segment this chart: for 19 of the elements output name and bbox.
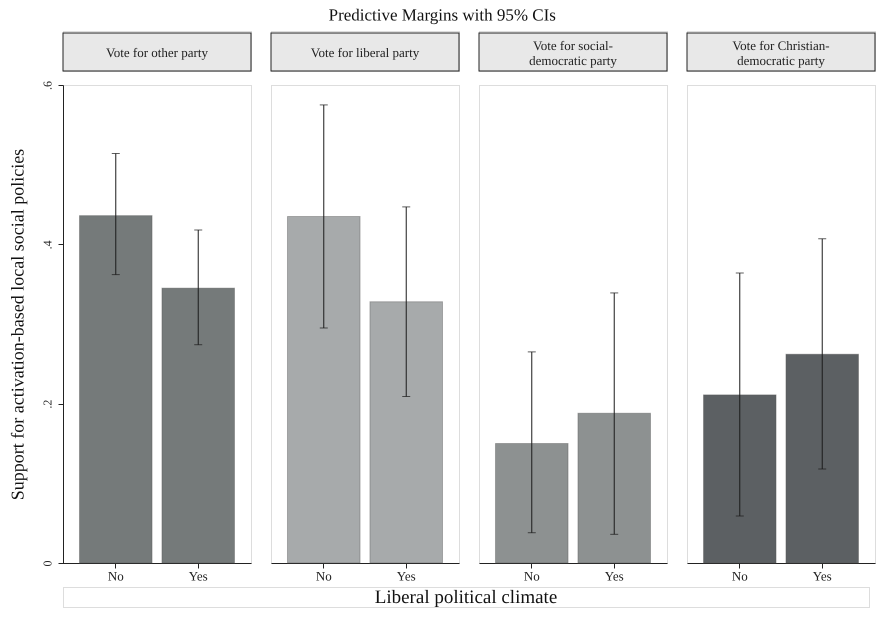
x-tick-label: No — [732, 568, 748, 584]
x-tick-label: No — [316, 568, 332, 584]
x-tick-label: Yes — [188, 568, 208, 584]
y-tick-label: .6 — [40, 81, 54, 90]
chart-title: Vote for liberal party — [310, 45, 420, 60]
y-tick-label: .4 — [40, 240, 54, 250]
text: Predictive Margins with 95% CIs — [328, 6, 556, 24]
chart-title: Vote for Christian-democratic party — [732, 38, 830, 68]
x-tick-label: Yes — [812, 568, 832, 584]
x-tick-label: Yes — [604, 568, 624, 584]
x-tick-label: No — [108, 568, 124, 584]
text: Liberal political climate — [374, 587, 558, 608]
chart-title: Vote for other party — [106, 45, 208, 60]
y-tick-label: .2 — [40, 400, 54, 409]
chart-title: Vote for social-democratic party — [529, 38, 618, 68]
x-tick-label: No — [524, 568, 540, 584]
x-tick-label: Yes — [396, 568, 416, 584]
y-axis-title: Support for activation-based local social policies — [8, 148, 28, 500]
y-tick-label: 0 — [40, 560, 54, 566]
